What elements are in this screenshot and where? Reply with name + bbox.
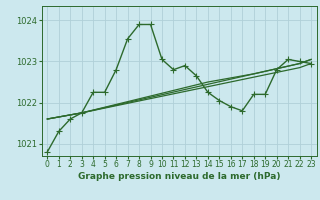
X-axis label: Graphe pression niveau de la mer (hPa): Graphe pression niveau de la mer (hPa) bbox=[78, 172, 280, 181]
